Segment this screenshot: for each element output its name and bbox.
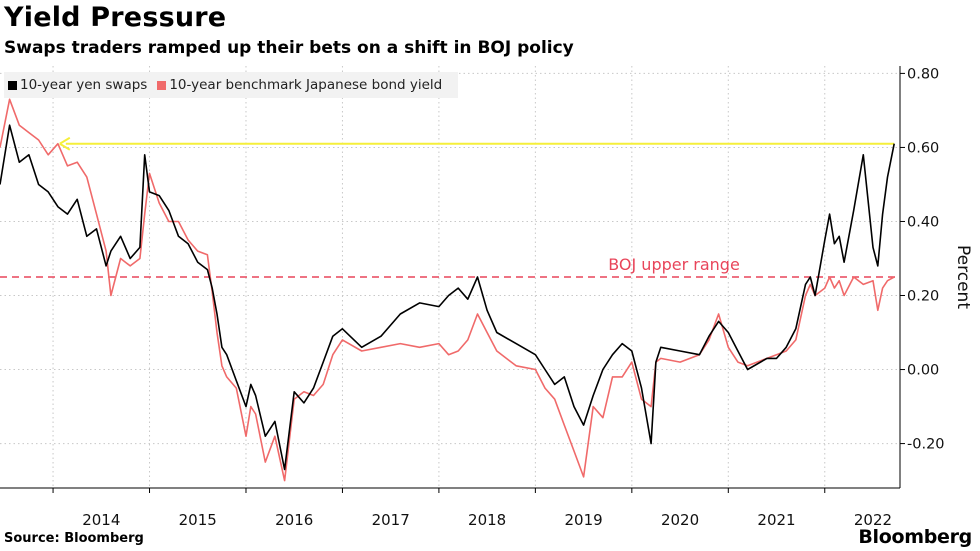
x-tick-label: 2017 (372, 511, 410, 529)
y-tick-label: 0.40 (907, 214, 939, 230)
annotations: BOJ upper range (0, 136, 900, 278)
y-axis-title: Percent (953, 245, 973, 309)
y-tick-label: 0.60 (907, 140, 939, 156)
y-tick-label: 0.80 (907, 66, 939, 82)
x-tick-label: 2015 (179, 511, 217, 529)
yellow-arrow-head (59, 136, 71, 151)
x-tick-label: 2014 (82, 511, 120, 529)
y-tick-label: -0.20 (907, 437, 945, 453)
x-tick-label: 2019 (565, 511, 603, 529)
x-tick-label: 2022 (854, 511, 892, 529)
swaps-series-line (0, 124, 895, 471)
y-tick-label: 0.00 (907, 363, 939, 379)
axes: 0.80 0.60 0.40 0.20 0.00 -0.20 Percent 2014 2015… (0, 66, 973, 529)
legend-label-jgb: 10-year benchmark Japanese bond yield (169, 77, 443, 93)
legend-swatch-swaps (8, 80, 17, 90)
legend-item-swaps: 10-year yen swaps (8, 77, 147, 93)
legend-label-swaps: 10-year yen swaps (20, 77, 148, 93)
x-tick-label: 2021 (757, 511, 795, 529)
chart-subtitle: Swaps traders ramped up their bets on a … (4, 38, 574, 58)
x-tick-label: 2018 (468, 511, 506, 529)
x-tick-label: 2020 (661, 511, 699, 529)
x-tick-label: 2016 (275, 511, 313, 529)
legend-swatch-jgb (157, 80, 167, 90)
source-note: Source: Bloomberg (4, 531, 144, 546)
chart-legend: 10-year yen swaps 10-year benchmark Japa… (4, 72, 459, 98)
brand-logo: Bloomberg (858, 526, 972, 548)
boj-upper-range-label: BOJ upper range (608, 255, 740, 274)
jgb-series-line (0, 98, 895, 482)
series-lines (0, 98, 895, 482)
chart-title: Yield Pressure (4, 2, 227, 33)
legend-item-jgb: 10-year benchmark Japanese bond yield (157, 77, 442, 93)
y-tick-label: 0.20 (907, 289, 939, 305)
